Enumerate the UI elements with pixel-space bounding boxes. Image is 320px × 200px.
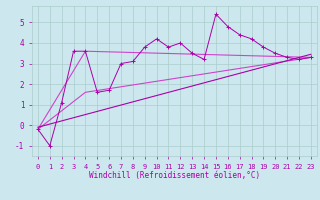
X-axis label: Windchill (Refroidissement éolien,°C): Windchill (Refroidissement éolien,°C) xyxy=(89,171,260,180)
